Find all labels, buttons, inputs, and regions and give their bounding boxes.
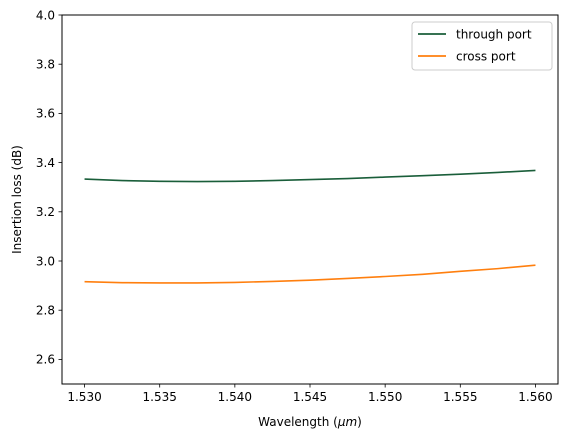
y-axis-ticks: 2.6 2.8 3.0 3.2 3.4 3.6 3.8 4.0 — [36, 8, 62, 367]
legend-label-cross-port: cross port — [456, 50, 516, 64]
y-tick-label: 3.0 — [36, 254, 55, 268]
y-tick-label: 2.6 — [36, 353, 55, 367]
y-tick-label: 2.8 — [36, 304, 55, 318]
x-tick-label: 1.550 — [368, 390, 402, 404]
legend: through port cross port — [411, 21, 553, 71]
y-tick-label: 3.4 — [36, 156, 55, 170]
y-tick-label: 3.2 — [36, 205, 55, 219]
legend-label-through-port: through port — [456, 28, 532, 42]
legend-frame — [411, 21, 553, 71]
x-tick-label: 1.555 — [443, 390, 477, 404]
y-tick-label: 4.0 — [36, 8, 55, 22]
x-tick-label: 1.540 — [218, 390, 252, 404]
x-tick-label: 1.560 — [518, 390, 552, 404]
x-axis-ticks: 1.530 1.535 1.540 1.545 1.550 1.555 1.560 — [67, 384, 553, 404]
y-axis-label: Insertion loss (dB) — [10, 145, 24, 254]
series-layer — [84, 169, 536, 284]
y-tick-label: 3.8 — [36, 58, 55, 72]
series-line-through-port — [84, 169, 536, 183]
x-tick-label: 1.535 — [143, 390, 177, 404]
x-tick-label: 1.530 — [67, 390, 101, 404]
x-axis-label: Wavelength (μm) — [258, 415, 362, 429]
series-line-cross-port — [84, 264, 536, 284]
x-tick-label: 1.545 — [293, 390, 327, 404]
y-tick-label: 3.6 — [36, 107, 55, 121]
